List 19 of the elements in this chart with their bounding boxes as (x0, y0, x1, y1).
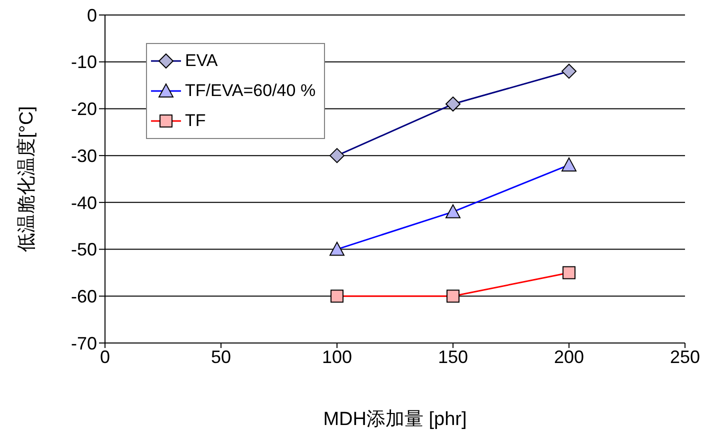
legend-label: EVA (185, 50, 218, 72)
y-tick-label: -70 (70, 333, 97, 354)
y-tick-label: -20 (70, 99, 97, 120)
x-axis-title: MDH添加量 [phr] (323, 409, 467, 430)
x-tick-label: 100 (322, 346, 352, 367)
legend-label: TF (185, 110, 206, 132)
y-tick-label: 0 (86, 5, 97, 26)
x-tick-label: 200 (554, 346, 584, 367)
x-tick-label: 150 (438, 346, 468, 367)
y-tick-label: -30 (70, 146, 97, 166)
y-tick-label: -40 (70, 192, 97, 213)
y-tick-label: -10 (70, 52, 97, 72)
y-axis-title: 低温脆化温度[°C] (16, 106, 38, 252)
x-tick-label: 50 (210, 346, 232, 367)
x-tick-label: 0 (100, 346, 110, 367)
y-tick-label: -50 (70, 240, 97, 260)
legend-label: TF/EVA=60/40 % (185, 80, 316, 102)
y-tick-label: -60 (70, 286, 97, 307)
x-tick-label: 250 (670, 346, 700, 367)
